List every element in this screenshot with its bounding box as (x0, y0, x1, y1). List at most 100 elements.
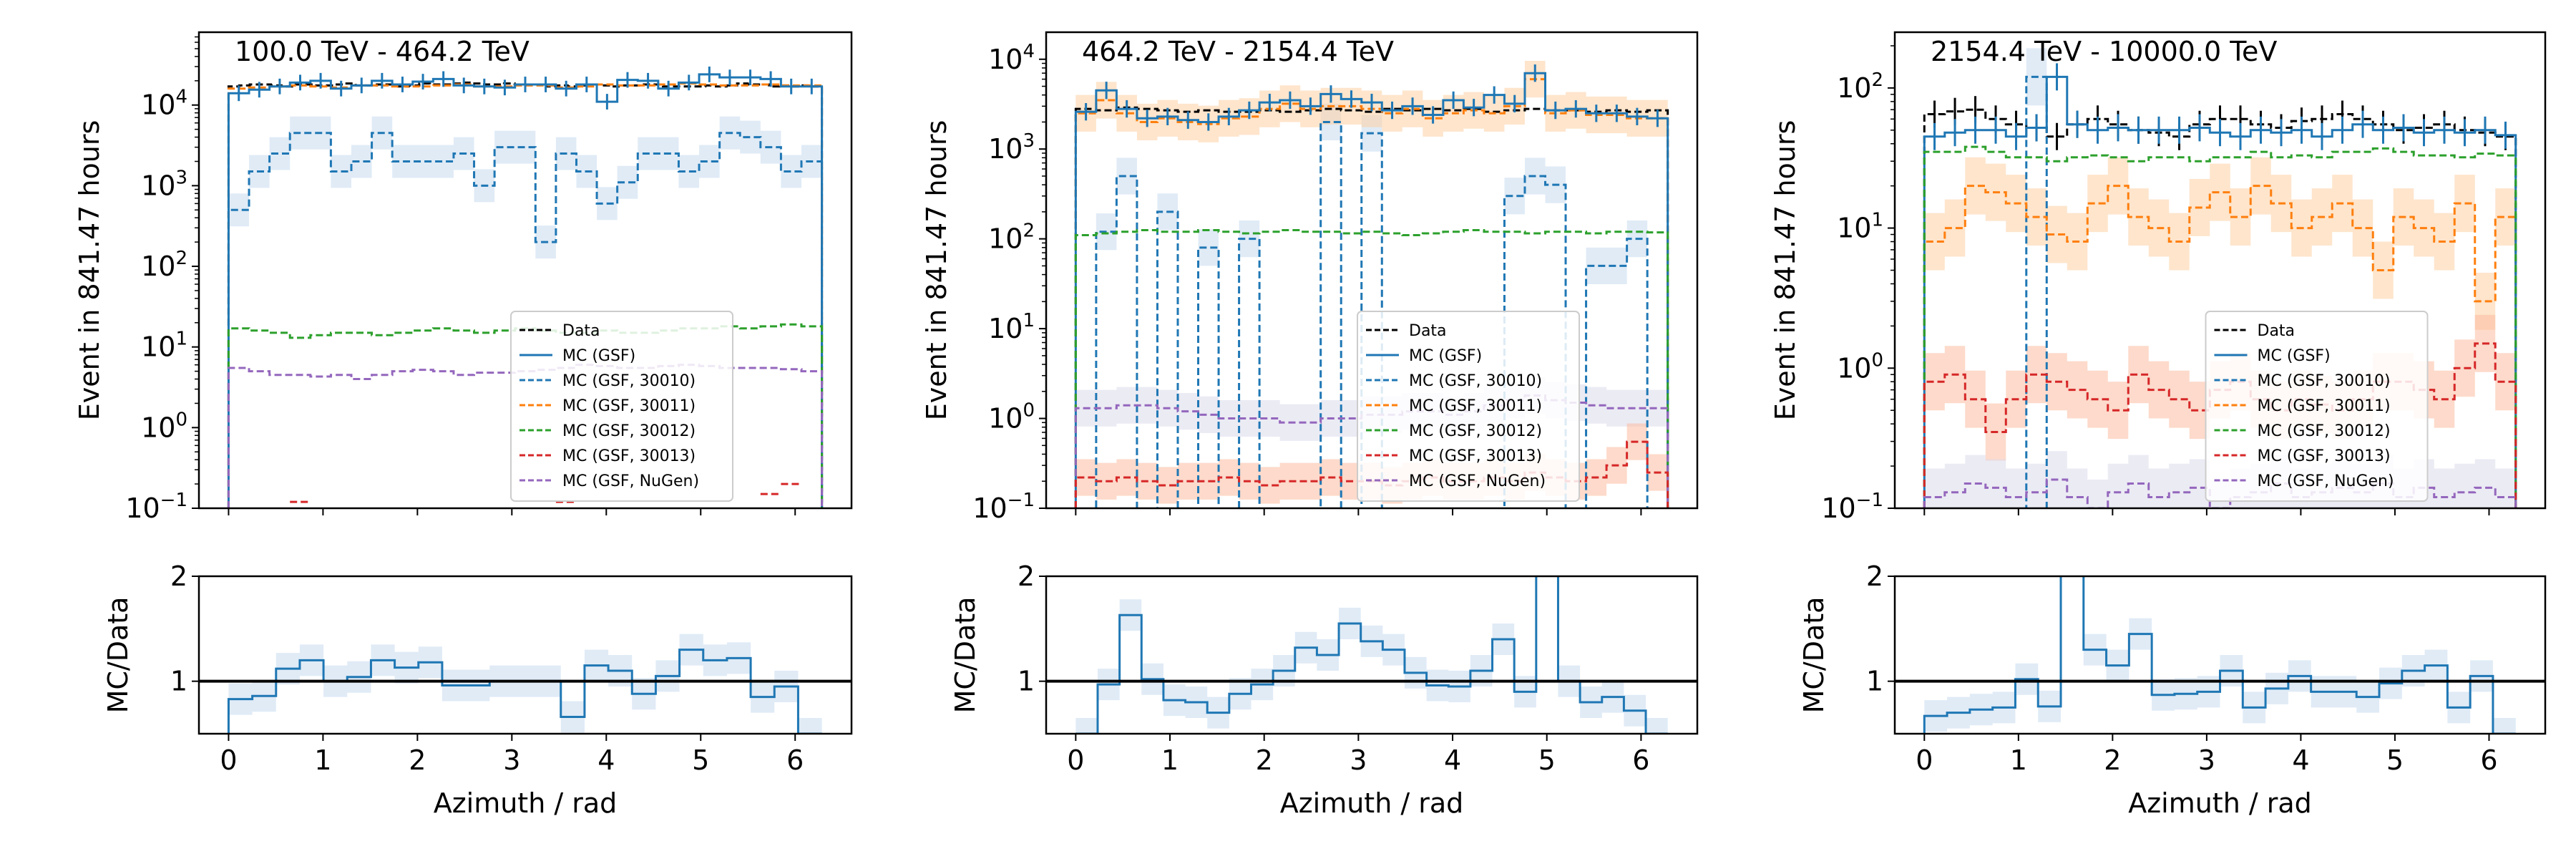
ratio-ytick-label: 2 (1018, 560, 1035, 592)
ytick-label: 101 (141, 329, 187, 363)
ratio-ytick-label: 1 (1866, 666, 1883, 697)
ratio-band (1924, 576, 2516, 734)
xtick-label: 2 (1256, 744, 1273, 776)
step-gsf (1923, 75, 2517, 508)
legend-entry: MC (GSF, 30011) (1409, 397, 1542, 415)
ytick-base: 10 (141, 89, 175, 121)
ytick-label: 103 (988, 130, 1035, 165)
ytick-base: 10 (972, 492, 1007, 524)
ratio-ytick-label: 2 (1866, 560, 1883, 592)
xtick-label: 5 (1538, 744, 1556, 776)
legend-entry: MC (GSF, NuGen) (1409, 472, 1546, 490)
legend-entry: MC (GSF, NuGen) (562, 472, 699, 490)
legend-entry: Data (1409, 322, 1447, 340)
legend-entry: MC (GSF, 30013) (1409, 447, 1542, 465)
ytick-base: 10 (141, 170, 175, 201)
ytick-base: 10 (141, 412, 175, 443)
legend-entry: MC (GSF, NuGen) (2258, 472, 2394, 490)
legend: Data MC (GSF) MC (GSF, 30010) MC (GSF, 3001… (1357, 311, 1580, 502)
ytick-exp: 3 (175, 167, 187, 188)
xlabel: Azimuth / rad (434, 787, 618, 819)
step-s30010 (1074, 120, 1669, 508)
ytick-exp: 2 (175, 248, 187, 269)
legend-entry: MC (GSF, 30013) (562, 447, 696, 465)
ratio-step (1923, 576, 2516, 734)
ratio-panel: 1 2 0 1 2 3 4 5 6 MC/Data Azimuth / rad (1798, 560, 2547, 819)
xtick-label: 1 (1161, 744, 1179, 776)
ytick-label: 102 (141, 248, 187, 282)
step-s30010 (227, 132, 824, 508)
ytick-label: 102 (1837, 69, 1883, 104)
xtick-label: 6 (1632, 744, 1649, 776)
legend-box (2205, 311, 2429, 502)
band-s30010 (228, 116, 822, 259)
legend-box (510, 311, 733, 502)
ylabel: Event in 841.47 hours (921, 120, 952, 421)
ratio-ytick-label: 2 (170, 560, 187, 592)
legend-entry: MC (GSF, 30010) (2258, 372, 2391, 390)
legend-entry: MC (GSF, 30012) (2258, 422, 2391, 440)
step-s30012 (1074, 229, 1669, 508)
xtick-label: 4 (2292, 744, 2309, 776)
xtick-label: 2 (2104, 744, 2121, 776)
ytick-base: 10 (988, 44, 1023, 75)
legend-entry: MC (GSF, 30010) (1409, 372, 1542, 390)
xlabel: Azimuth / rad (2128, 787, 2312, 819)
step-gsf (1074, 72, 1669, 508)
ratio-panel: 1 2 0 1 2 3 4 5 6 MC/Data Azimuth / rad (102, 560, 853, 819)
ratio-plot-area (1075, 576, 1668, 734)
band-s30010 (2026, 48, 2047, 508)
ytick-exp: −1 (1856, 490, 1883, 511)
ytick-label: 10−1 (125, 490, 187, 524)
band-s30010 (1096, 103, 1648, 508)
legend-entry: MC (GSF) (562, 347, 635, 365)
step-s30011 (1074, 78, 1669, 508)
energy-range-label: 2154.4 TeV - 10000.0 TeV (1931, 36, 2277, 67)
main-frame (1045, 31, 1699, 510)
ratio-ytick-label: 1 (170, 666, 187, 697)
ylabel: Event in 841.47 hours (74, 120, 105, 421)
ratio-ytick-label: 1 (1018, 666, 1035, 697)
ratio-ylabel: MC/Data (950, 597, 981, 714)
ytick-exp: 4 (175, 87, 187, 108)
ytick-exp: 1 (1023, 310, 1035, 331)
legend-entry: MC (GSF) (2258, 347, 2331, 365)
ytick-base: 10 (988, 223, 1023, 255)
ytick-label: 100 (1837, 349, 1883, 384)
ytick-label: 101 (1837, 210, 1883, 244)
ytick-exp: 2 (1871, 69, 1883, 91)
xtick-label: 4 (597, 744, 615, 776)
ratio-frame (1045, 575, 1699, 735)
energy-range-label: 100.0 TeV - 464.2 TeV (235, 36, 530, 67)
ytick-label: 104 (141, 87, 187, 121)
xtick-label: 0 (220, 744, 237, 776)
ytick-exp: −1 (160, 490, 187, 511)
legend: Data MC (GSF) MC (GSF, 30010) MC (GSF, 3001… (2205, 311, 2429, 502)
ratio-frame (1893, 575, 2547, 735)
legend-entry: MC (GSF, 30011) (562, 397, 696, 415)
xtick-label: 0 (1067, 744, 1084, 776)
xtick-label: 5 (692, 744, 709, 776)
ytick-label: 104 (988, 41, 1035, 75)
ratio-plot-area (227, 634, 822, 734)
ytick-base: 10 (988, 403, 1023, 435)
band-s30011 (1924, 157, 2516, 330)
ratio-ylabel: MC/Data (1798, 597, 1830, 714)
xtick-label: 6 (786, 744, 804, 776)
ytick-label: 10−1 (972, 490, 1035, 524)
xtick-label: 1 (314, 744, 331, 776)
ytick-label: 101 (988, 310, 1035, 344)
xtick-label: 6 (2480, 744, 2497, 776)
ytick-base: 10 (1837, 213, 1871, 244)
ratio-ylabel: MC/Data (102, 597, 134, 714)
legend-entry: MC (GSF) (1409, 347, 1482, 365)
xtick-label: 4 (1444, 744, 1461, 776)
legend-entry: Data (2258, 322, 2296, 340)
ytick-base: 10 (125, 492, 160, 524)
ytick-label: 100 (141, 409, 187, 443)
energy-range-label: 464.2 TeV - 2154.4 TeV (1082, 36, 1394, 67)
legend-entry: MC (GSF, 30012) (562, 422, 696, 440)
ytick-exp: 4 (1023, 41, 1035, 62)
